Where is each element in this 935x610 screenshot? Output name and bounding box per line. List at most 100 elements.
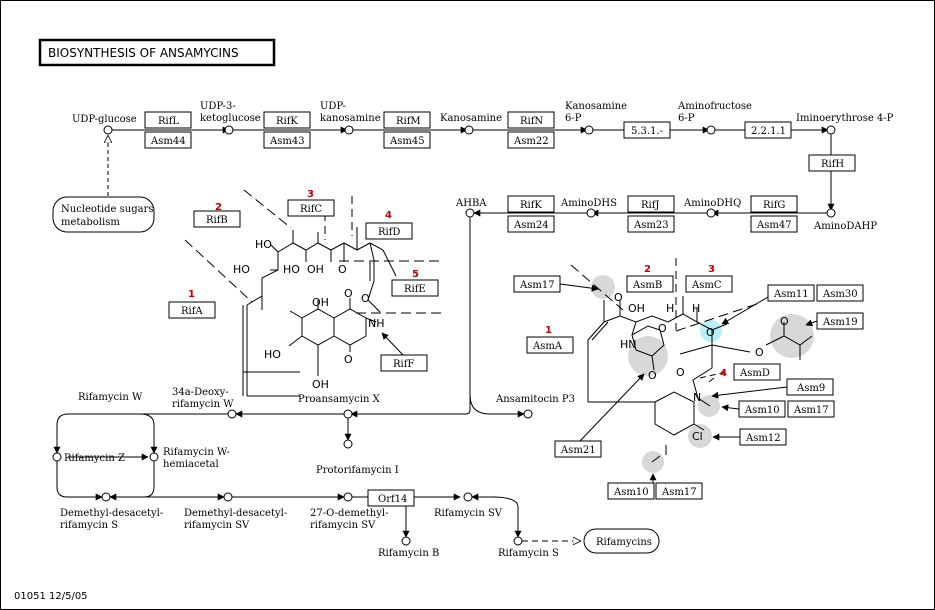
node-rif-w-hemi[interactable]: [149, 452, 159, 462]
rifamycins-map-link[interactable]: [583, 528, 660, 554]
enzyme-asm43[interactable]: [263, 131, 311, 149]
label-deoxy-a[interactable]: 34a-Deoxy-: [172, 387, 229, 398]
hl-asm10-b: [642, 451, 664, 473]
label-aminofructose-b[interactable]: 6-P: [678, 113, 695, 124]
label-kanosamine[interactable]: Kanosamine: [440, 113, 502, 124]
enzyme-rifH[interactable]: [808, 154, 856, 172]
label-aminodahp[interactable]: AminoDAHP: [813, 221, 877, 232]
label-aminodhq[interactable]: AminoDHQ: [683, 198, 741, 209]
label-aminofructose-a[interactable]: Aminofructose: [677, 101, 752, 112]
enzyme-rifF[interactable]: [380, 354, 428, 372]
node-kanosamine[interactable]: [464, 125, 474, 135]
label-ansamitocin[interactable]: Ansamitocin P3: [495, 394, 575, 405]
label-rif-z[interactable]: Rifamycin Z: [64, 453, 125, 464]
enzyme-asm17-c[interactable]: [655, 482, 703, 500]
lower-nodes: [52, 409, 533, 546]
node-udpk[interactable]: [344, 125, 354, 135]
enzyme-asm17-c-label: Asm17: [661, 487, 697, 498]
label-dm-s-b[interactable]: rifamycin S: [60, 520, 118, 531]
label-dm-sv-b[interactable]: rifamycin SV: [184, 520, 250, 531]
node-udp-glucose[interactable]: [103, 125, 113, 135]
label-nucleotide-a[interactable]: Nucleotide sugars: [61, 204, 154, 215]
enzyme-asm24[interactable]: [507, 215, 555, 233]
enzyme-asmD[interactable]: [733, 363, 781, 381]
enzyme-asm21[interactable]: [554, 440, 602, 458]
node-protorifamycin[interactable]: [343, 439, 353, 449]
nucleotide-sugars-map-link[interactable]: [52, 196, 155, 233]
label-rifamycins[interactable]: Rifamycins: [596, 537, 652, 548]
node-dm-sv[interactable]: [223, 492, 233, 502]
enzyme-asm44[interactable]: [144, 131, 192, 149]
enzyme-asmB[interactable]: [626, 275, 674, 293]
enzyme-rifL[interactable]: [144, 111, 192, 129]
node-deoxy-rif-w[interactable]: [227, 409, 237, 419]
label-o-dm-b[interactable]: rifamycin SV: [310, 520, 376, 531]
label-dm-s-a[interactable]: Demethyl-desacetyl-: [60, 508, 163, 519]
enzyme-rifD[interactable]: [365, 222, 413, 240]
label-kano6p-b[interactable]: 6-P: [565, 113, 582, 124]
node-udp3[interactable]: [224, 125, 234, 135]
node-ahba[interactable]: [465, 208, 475, 218]
enzyme-asm11[interactable]: [767, 284, 815, 302]
enzyme-rifF-label: RifF: [393, 359, 414, 370]
enzyme-asm45[interactable]: [383, 131, 431, 149]
node-iminoerythrose[interactable]: [826, 125, 836, 135]
node-rif-z[interactable]: [52, 452, 62, 462]
enzyme-rifJ[interactable]: [627, 195, 675, 213]
label-rif-w-hemi-a[interactable]: Rifamycin W-: [163, 447, 230, 458]
node-aminodhq[interactable]: [706, 208, 716, 218]
node-aminodahp[interactable]: [826, 208, 836, 218]
enzyme-asm30[interactable]: [816, 284, 864, 302]
node-o-dm[interactable]: [343, 492, 353, 502]
enzyme-rifA[interactable]: [168, 301, 216, 319]
label-udpk-a[interactable]: UDP-: [320, 101, 346, 112]
enzyme-asm17-a-label: Asm17: [519, 280, 555, 291]
enzyme-rifB[interactable]: [193, 210, 241, 228]
enzyme-rifE[interactable]: [391, 279, 439, 297]
enzyme-rifK-1[interactable]: [263, 111, 311, 129]
label-udp3-a[interactable]: UDP-3-: [200, 101, 236, 112]
label-protorif[interactable]: Protorifamycin I: [316, 465, 399, 476]
enzyme-asmA[interactable]: [526, 336, 574, 354]
label-nucleotide-b[interactable]: metabolism: [61, 217, 120, 228]
enzyme-rifK-2[interactable]: [507, 195, 555, 213]
enzyme-asm47[interactable]: [750, 215, 798, 233]
enzyme-rifN[interactable]: [507, 111, 555, 129]
label-deoxy-b[interactable]: rifamycin W: [172, 399, 234, 410]
label-rif-w[interactable]: Rifamycin W: [78, 392, 143, 403]
enzyme-asm17-b[interactable]: [787, 400, 835, 418]
label-rif-s[interactable]: Rifamycin S: [498, 548, 559, 559]
enzyme-asmC[interactable]: [685, 275, 733, 293]
enzyme-ec-2-2-1-1[interactable]: [744, 121, 792, 139]
enzyme-orf14[interactable]: [367, 489, 415, 507]
enzyme-rifC[interactable]: [287, 199, 335, 217]
enzyme-asm23[interactable]: [627, 215, 675, 233]
node-ansamitocin[interactable]: [523, 409, 533, 419]
node-rif-s[interactable]: [513, 536, 523, 546]
node-aminodhs[interactable]: [586, 208, 596, 218]
label-aminodhs[interactable]: AminoDHS: [560, 198, 617, 209]
label-udp-glucose[interactable]: UDP-glucose: [72, 114, 137, 125]
enzyme-asm10-b[interactable]: [607, 482, 655, 500]
enzyme-asm22[interactable]: [507, 131, 555, 149]
node-dm-s[interactable]: [101, 492, 111, 502]
enzyme-rifG[interactable]: [750, 195, 798, 213]
label-proansamycin[interactable]: Proansamycin X: [298, 394, 381, 405]
label-rif-b[interactable]: Rifamycin B: [378, 548, 439, 559]
label-ahba[interactable]: AHBA: [455, 198, 487, 209]
label-rif-sv[interactable]: Rifamycin SV: [434, 508, 503, 519]
node-rif-b[interactable]: [401, 536, 411, 546]
label-rif-w-hemi-b[interactable]: hemiacetal: [163, 459, 219, 470]
node-proansamycin[interactable]: [343, 409, 353, 419]
label-kano6p-a[interactable]: Kanosamine: [565, 101, 627, 112]
enzyme-rifM[interactable]: [383, 111, 431, 129]
label-dm-sv-a[interactable]: Demethyl-desacetyl-: [184, 508, 287, 519]
node-aminofructose[interactable]: [706, 125, 716, 135]
node-kano6p[interactable]: [584, 125, 594, 135]
label-udp3-b[interactable]: ketoglucose: [200, 113, 261, 124]
node-rif-sv[interactable]: [463, 492, 473, 502]
label-iminoerythrose[interactable]: Iminoerythrose 4-P: [796, 113, 894, 124]
label-o-dm-a[interactable]: 27-O-demethyl-: [310, 508, 388, 519]
label-udpk-b[interactable]: kanosamine: [320, 113, 381, 124]
enzyme-ec-5-3-1[interactable]: [623, 121, 671, 139]
